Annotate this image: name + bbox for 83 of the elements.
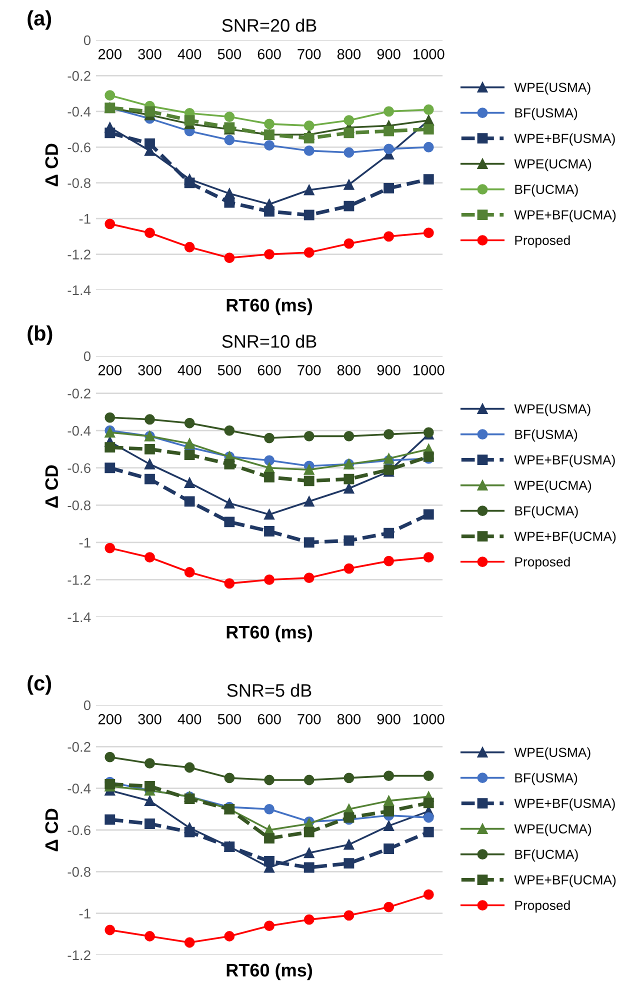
legend-label: BF(UCMA) [515, 849, 578, 862]
x-tick-label: 600 [258, 49, 281, 60]
chart-title: SNR=20 dB [222, 18, 316, 32]
x-tick-label: 200 [98, 365, 122, 376]
y-tick-label: -1 [79, 908, 90, 918]
y-tick-label: -1.2 [68, 950, 90, 960]
legend-label: WPE+BF(USMA) [514, 798, 615, 811]
x-tick-label: 600 [258, 365, 281, 376]
x-tick-label: 900 [377, 365, 400, 376]
chart-title: SNR=5 dB [227, 684, 312, 697]
x-tick-label: 200 [98, 714, 122, 724]
legend-label: WPE(USMA) [514, 404, 590, 416]
x-axis-title: RT60 (ms) [226, 625, 312, 642]
x-tick-label: 500 [218, 49, 242, 60]
y-tick-label: 0 [84, 351, 91, 362]
x-tick-label: 1000 [414, 365, 444, 376]
legend-label: Proposed [515, 235, 570, 248]
chart-title: SNR=10 dB [222, 334, 316, 348]
x-tick-label: 900 [377, 714, 400, 724]
y-tick-label: -0.6 [68, 463, 90, 474]
y-tick-label: -0.2 [68, 388, 90, 398]
x-tick-label: 800 [337, 365, 361, 376]
x-tick-label: 400 [178, 365, 202, 376]
legend-label: BF(UCMA) [515, 184, 578, 197]
y-tick-label: -0.8 [68, 867, 90, 877]
x-tick-label: 400 [178, 49, 202, 60]
y-axis-title: Δ CD [45, 465, 58, 508]
x-axis-title: RT60 (ms) [226, 963, 312, 980]
legend-label: WPE(UCMA) [514, 158, 592, 172]
y-axis-title: Δ CD [45, 808, 58, 852]
y-tick-label: -0.6 [68, 825, 90, 836]
x-tick-label: 500 [218, 714, 242, 724]
x-tick-label: 200 [98, 49, 122, 60]
legend-label: WPE+BF(USMA) [514, 133, 615, 146]
y-tick-label: -1.2 [68, 575, 90, 585]
legend-label: WPE(UCMA) [514, 480, 592, 493]
y-tick-label: -1.4 [68, 612, 91, 622]
legend-label: Proposed [515, 556, 570, 570]
legend-label: WPE+BF(UCMA) [514, 531, 616, 544]
y-tick-label: -1.2 [68, 250, 90, 260]
text: (a) [28, 10, 52, 30]
legend-label: WPE(USMA) [514, 747, 590, 760]
legend-label: WPE+BF(UCMA) [514, 874, 616, 888]
legend-label: WPE+BF(USMA) [514, 454, 615, 468]
x-tick-label: 300 [138, 365, 162, 376]
x-tick-label: 300 [138, 49, 162, 60]
text: (c) [28, 675, 52, 695]
legend-label: BF(USMA) [515, 772, 578, 786]
x-tick-label: 1000 [414, 49, 444, 60]
y-axis-title: Δ CD [45, 144, 58, 186]
y-tick-label: -0.6 [68, 142, 90, 152]
y-tick-label: -0.4 [68, 426, 91, 436]
legend-label: WPE+BF(UCMA) [514, 210, 616, 222]
x-tick-label: 400 [178, 714, 202, 724]
x-tick-label: 700 [298, 49, 321, 60]
x-tick-label: 1000 [414, 714, 444, 724]
legend-label: BF(USMA) [515, 108, 578, 120]
y-tick-label: -0.8 [68, 500, 90, 510]
x-axis-title: RT60 (ms) [226, 298, 312, 316]
x-tick-label: 800 [337, 49, 361, 60]
y-tick-label: -0.4 [68, 784, 91, 794]
y-tick-label: -1 [79, 214, 90, 224]
text: (b) [28, 325, 52, 345]
legend-label: BF(USMA) [515, 429, 578, 442]
y-tick-label: -1 [79, 538, 90, 548]
x-tick-label: 500 [218, 365, 242, 376]
legend-label: Proposed [515, 900, 570, 913]
legend-label: WPE(UCMA) [514, 824, 592, 836]
x-tick-label: 700 [298, 365, 321, 376]
y-tick-label: -0.8 [68, 178, 90, 188]
y-tick-label: 0 [84, 700, 91, 710]
x-tick-label: 700 [298, 714, 321, 724]
y-tick-label: -0.2 [68, 742, 90, 752]
legend-label: BF(UCMA) [515, 506, 578, 518]
x-tick-label: 900 [377, 49, 400, 60]
x-tick-label: 800 [337, 714, 361, 724]
y-tick-label: -0.2 [68, 71, 90, 81]
y-tick-label: -0.4 [68, 106, 91, 117]
y-tick-label: 0 [84, 35, 91, 46]
legend-label: WPE(USMA) [514, 82, 590, 95]
x-tick-label: 300 [138, 714, 162, 724]
y-tick-label: -1.4 [68, 285, 91, 296]
x-tick-label: 600 [258, 714, 281, 724]
